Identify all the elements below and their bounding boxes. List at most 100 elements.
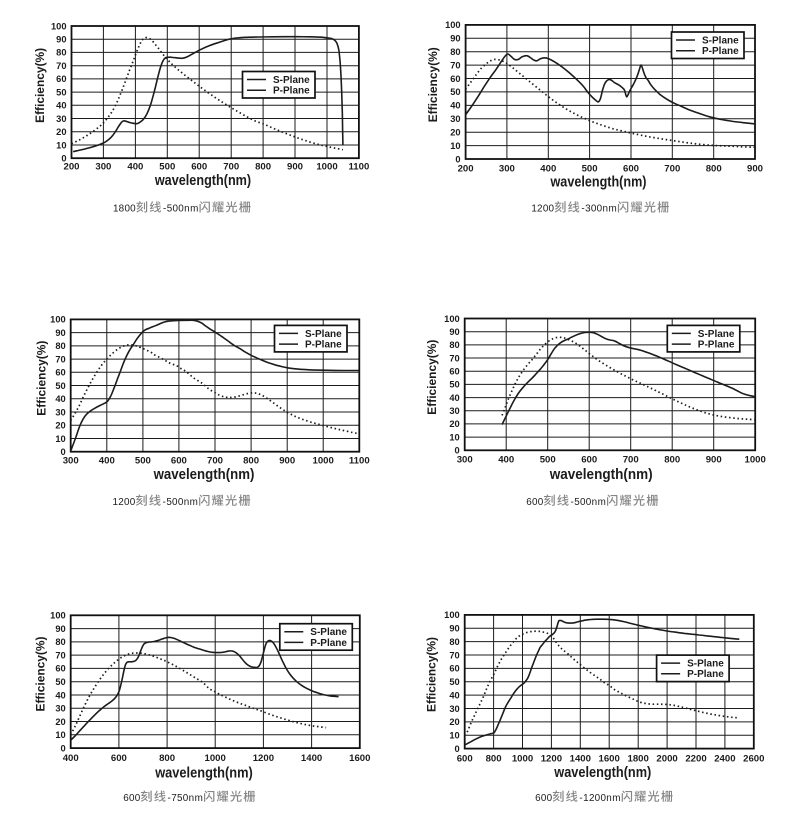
svg-text:80: 80 — [450, 47, 460, 57]
svg-text:P-Plane: P-Plane — [698, 340, 735, 351]
svg-text:-: - — [570, 497, 573, 508]
svg-text:S-Plane: S-Plane — [273, 75, 310, 86]
svg-text:60: 60 — [56, 74, 66, 84]
svg-text:1600: 1600 — [599, 754, 620, 765]
svg-text:30: 30 — [449, 406, 459, 416]
svg-text:70: 70 — [449, 650, 459, 660]
svg-text:m: m — [612, 793, 620, 804]
svg-text:1: 1 — [583, 793, 589, 804]
svg-text:90: 90 — [55, 624, 65, 634]
svg-text:0: 0 — [591, 204, 597, 215]
svg-text:40: 40 — [449, 393, 459, 403]
svg-text:100: 100 — [50, 611, 66, 621]
svg-text:0: 0 — [61, 447, 66, 457]
svg-text:50: 50 — [55, 381, 65, 391]
svg-text:n: n — [184, 497, 190, 508]
svg-text:5: 5 — [166, 497, 172, 508]
svg-text:70: 70 — [56, 61, 66, 71]
svg-text:0: 0 — [135, 793, 141, 804]
svg-text:0: 0 — [580, 497, 586, 508]
svg-text:90: 90 — [449, 327, 459, 337]
svg-text:1400: 1400 — [301, 753, 322, 764]
svg-text:0: 0 — [61, 154, 66, 164]
svg-text:n: n — [606, 793, 612, 804]
svg-text:10: 10 — [55, 730, 65, 740]
svg-text:5: 5 — [574, 497, 580, 508]
svg-text:0: 0 — [183, 793, 189, 804]
svg-text:0: 0 — [455, 446, 460, 456]
svg-text:0: 0 — [129, 793, 135, 804]
svg-text:900: 900 — [706, 455, 722, 466]
svg-text:0: 0 — [61, 743, 66, 753]
svg-text:20: 20 — [450, 128, 460, 138]
svg-text:200: 200 — [458, 164, 474, 175]
svg-text:10: 10 — [449, 432, 459, 442]
svg-text:30: 30 — [55, 704, 65, 714]
svg-text:1800: 1800 — [628, 754, 649, 765]
svg-text:70: 70 — [449, 353, 459, 363]
svg-text:400: 400 — [498, 455, 514, 466]
svg-text:1400: 1400 — [570, 754, 591, 765]
svg-text:2: 2 — [537, 204, 543, 215]
svg-text:Efficiency(%): Efficiency(%) — [425, 637, 439, 712]
svg-text:500: 500 — [159, 161, 175, 172]
svg-text:80: 80 — [449, 340, 459, 350]
svg-text:20: 20 — [449, 419, 459, 429]
svg-text:20: 20 — [56, 127, 66, 137]
svg-text:900: 900 — [747, 164, 763, 175]
svg-text:20: 20 — [55, 717, 65, 727]
svg-text:2: 2 — [118, 497, 124, 508]
svg-text:6: 6 — [535, 793, 541, 804]
svg-text:60: 60 — [55, 664, 65, 674]
svg-text:50: 50 — [449, 677, 459, 687]
svg-text:800: 800 — [706, 164, 722, 175]
svg-text:30: 30 — [450, 114, 460, 124]
svg-text:60: 60 — [450, 74, 460, 84]
svg-text:400: 400 — [63, 753, 79, 764]
svg-text:-: - — [581, 204, 584, 215]
svg-text:40: 40 — [450, 101, 460, 111]
svg-text:0: 0 — [178, 497, 184, 508]
svg-text:40: 40 — [55, 690, 65, 700]
svg-text:600: 600 — [171, 456, 187, 467]
svg-text:2200: 2200 — [685, 754, 706, 765]
svg-text:20: 20 — [55, 421, 65, 431]
svg-text:6: 6 — [526, 497, 532, 508]
svg-text:80: 80 — [56, 48, 66, 58]
svg-text:30: 30 — [55, 407, 65, 417]
svg-text:500: 500 — [135, 456, 151, 467]
svg-text:1000: 1000 — [313, 456, 334, 467]
svg-text:100: 100 — [50, 315, 66, 325]
svg-text:n: n — [602, 204, 608, 215]
svg-text:S-Plane: S-Plane — [698, 329, 735, 340]
svg-text:1: 1 — [531, 204, 537, 215]
svg-text:m: m — [195, 793, 203, 804]
svg-text:70: 70 — [450, 60, 460, 70]
svg-text:2600: 2600 — [743, 754, 764, 765]
svg-text:n: n — [189, 793, 195, 804]
svg-text:Efficiency(%): Efficiency(%) — [35, 341, 49, 416]
svg-text:80: 80 — [449, 637, 459, 647]
svg-text:50: 50 — [450, 87, 460, 97]
svg-text:800: 800 — [159, 753, 175, 764]
svg-text:3: 3 — [585, 204, 591, 215]
svg-text:wavelength(nm): wavelength(nm) — [550, 173, 647, 190]
svg-text:300: 300 — [63, 456, 79, 467]
svg-text:500: 500 — [540, 455, 556, 466]
svg-text:80: 80 — [55, 341, 65, 351]
svg-text:400: 400 — [127, 161, 143, 172]
svg-text:10: 10 — [55, 434, 65, 444]
svg-text:0: 0 — [178, 204, 184, 215]
svg-text:-: - — [163, 204, 166, 215]
svg-text:2000: 2000 — [656, 754, 677, 765]
svg-text:0: 0 — [586, 497, 592, 508]
svg-text:100: 100 — [445, 20, 461, 30]
svg-text:30: 30 — [449, 704, 459, 714]
svg-text:wavelength(nm): wavelength(nm) — [154, 172, 251, 189]
svg-text:40: 40 — [449, 690, 459, 700]
svg-text:40: 40 — [55, 394, 65, 404]
svg-text:0: 0 — [172, 497, 178, 508]
svg-text:10: 10 — [449, 731, 459, 741]
svg-text:800: 800 — [243, 456, 259, 467]
svg-text:800: 800 — [664, 455, 680, 466]
